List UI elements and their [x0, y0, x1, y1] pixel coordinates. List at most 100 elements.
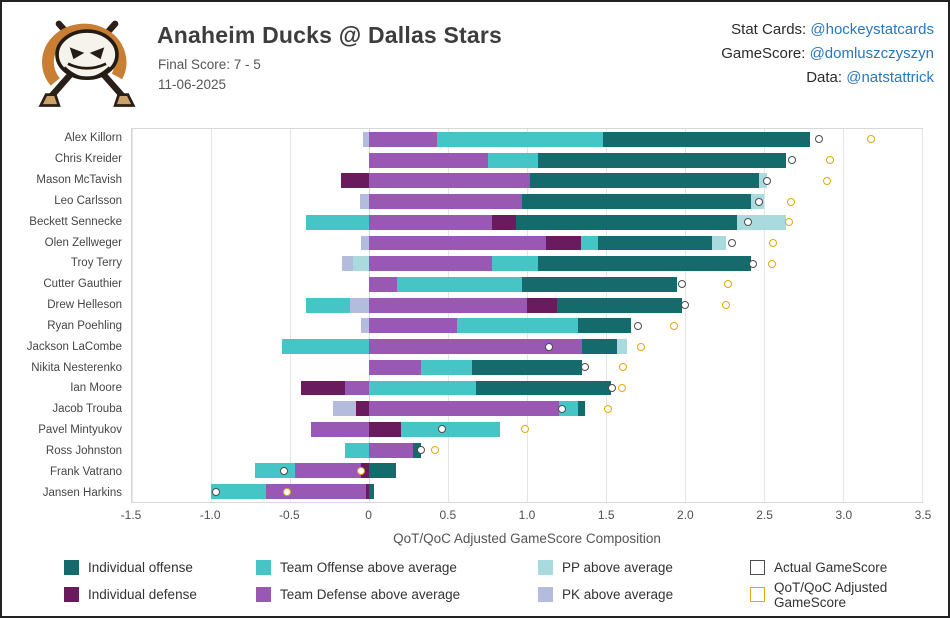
- legend-label: Team Defense above average: [280, 587, 461, 602]
- adjusted-gamescore-marker: [282, 487, 291, 496]
- bar-segment-individual_defense: [527, 297, 558, 313]
- x-tick-label: 0.5: [439, 508, 457, 522]
- legend-label: Individual offense: [88, 560, 193, 575]
- bar-row: [132, 481, 922, 502]
- bar-segment-team_offense: [580, 235, 599, 251]
- bar-segment-team_defense: [369, 214, 493, 230]
- actual-gamescore-marker: [581, 363, 590, 372]
- x-tick-label: 0: [365, 508, 372, 522]
- credit-statcards: Stat Cards: @hockeystatcards: [721, 18, 934, 42]
- legend-label: PK above average: [562, 587, 674, 602]
- bar-row: [132, 129, 922, 150]
- bar-segment-team_defense: [369, 131, 437, 147]
- bar-segment-individual_defense: [369, 422, 401, 437]
- actual-gamescore-marker: [728, 238, 737, 247]
- gridline: [764, 129, 765, 502]
- gridline: [448, 129, 449, 502]
- bar-segment-pk: [362, 131, 369, 147]
- legend-item-actual: Actual GameScore: [750, 560, 948, 575]
- final-score: Final Score: 7 - 5: [158, 57, 261, 72]
- credit-link-hockeystatcards[interactable]: @hockeystatcards: [810, 21, 934, 38]
- adjusted-gamescore-marker: [723, 280, 732, 289]
- legend-item-individual_defense: Individual defense: [64, 587, 256, 602]
- gridline: [211, 129, 212, 502]
- bar-segment-team_offense: [305, 297, 351, 313]
- page-title: Anaheim Ducks @ Dallas Stars: [157, 22, 503, 48]
- adjusted-gamescore-marker: [826, 156, 835, 165]
- player-label: Chris Kreider: [54, 153, 122, 166]
- adjusted-gamescore-marker: [619, 363, 628, 372]
- plot-area: [131, 128, 923, 503]
- bar-segment-individual_offense: [538, 256, 752, 272]
- x-axis-title: QoT/QoC Adjusted GameScore Composition: [393, 531, 661, 546]
- bar-segment-individual_offense: [522, 276, 678, 292]
- bar-segment-individual_offense: [602, 131, 810, 147]
- adjusted-gamescore-marker: [431, 446, 440, 455]
- legend-item-pp: PP above average: [538, 560, 750, 575]
- bar-row: [132, 336, 922, 357]
- legend-swatch-team_defense: [256, 587, 271, 602]
- actual-gamescore-marker: [748, 259, 757, 268]
- bar-row: [132, 419, 922, 440]
- legend-swatch-pp: [538, 560, 553, 575]
- bar-segment-individual_defense: [356, 401, 369, 417]
- adjusted-gamescore-marker: [785, 218, 794, 227]
- bar-segment-team_offense: [492, 256, 539, 272]
- legend-label: QoT/QoC Adjusted GameScore: [774, 579, 888, 610]
- bar-segment-pp: [353, 256, 369, 272]
- bar-segment-pk: [342, 256, 354, 272]
- bar-segment-pk: [332, 401, 357, 417]
- player-label: Jacob Trouba: [52, 403, 122, 416]
- bar-row: [132, 233, 922, 254]
- bar-segment-team_defense: [266, 484, 366, 500]
- x-axis-ticks: -1.5 -1.0 -0.5 0 0.5 1.0 1.5 2.0 2.5 3.0 3.5: [121, 508, 932, 524]
- bar-segment-individual_offense: [369, 484, 374, 500]
- credits: Stat Cards: @hockeystatcards GameScore: …: [721, 18, 934, 90]
- credit-link-natstattrick[interactable]: @natstattrick: [846, 69, 934, 86]
- credit-label: Stat Cards:: [731, 21, 807, 38]
- player-label: Troy Terry: [70, 257, 122, 270]
- player-label: Alex Killorn: [64, 132, 122, 145]
- bar-row: [132, 440, 922, 461]
- credit-label: GameScore:: [721, 45, 806, 62]
- actual-gamescore-marker: [417, 446, 426, 455]
- actual-gamescore-marker: [788, 156, 797, 165]
- bar-segment-pk: [361, 235, 369, 251]
- bar-segment-individual_defense: [492, 214, 516, 230]
- legend-label: Actual GameScore: [774, 560, 888, 575]
- credit-link-domluszczyszyn[interactable]: @domluszczyszyn: [809, 45, 934, 62]
- bar-segment-team_defense: [310, 422, 369, 437]
- bar-segment-individual_defense: [365, 484, 369, 500]
- bar-segment-team_defense: [345, 380, 369, 396]
- bar-segment-team_defense: [294, 463, 362, 479]
- legend-item-team_offense: Team Offense above average: [256, 560, 538, 575]
- gridline: [290, 129, 291, 502]
- x-tick-label: 3.5: [914, 508, 932, 522]
- adjusted-gamescore-marker: [669, 321, 678, 330]
- actual-gamescore-marker: [557, 404, 566, 413]
- x-tick-label: -1.0: [199, 508, 221, 522]
- bar-segment-team_offense: [436, 131, 603, 147]
- player-label: Drew Helleson: [47, 299, 122, 312]
- player-label: Beckett Sennecke: [29, 215, 122, 228]
- legend-swatch-individual_offense: [64, 560, 79, 575]
- actual-gamescore-marker: [815, 135, 824, 144]
- bar-segment-team_defense: [369, 297, 527, 313]
- bar-segment-team_offense: [397, 276, 523, 292]
- bar-segment-individual_offense: [557, 297, 682, 313]
- player-label: Ian Moore: [70, 382, 122, 395]
- game-subtitle: Final Score: 7 - 5 11-06-2025: [158, 55, 261, 95]
- x-tick-label: 3.0: [835, 508, 853, 522]
- gridline: [132, 129, 133, 502]
- bar-segment-individual_offense: [577, 318, 632, 334]
- x-tick-label: 2.0: [677, 508, 694, 522]
- adjusted-gamescore-marker: [603, 404, 612, 413]
- bar-segment-individual_offense: [515, 214, 738, 230]
- adjusted-gamescore-marker: [521, 425, 530, 434]
- bar-segment-individual_offense: [476, 380, 611, 396]
- player-label: Frank Vatrano: [49, 465, 122, 478]
- actual-gamescore-marker: [677, 280, 686, 289]
- actual-gamescore-marker: [744, 218, 753, 227]
- actual-gamescore-marker: [545, 342, 554, 351]
